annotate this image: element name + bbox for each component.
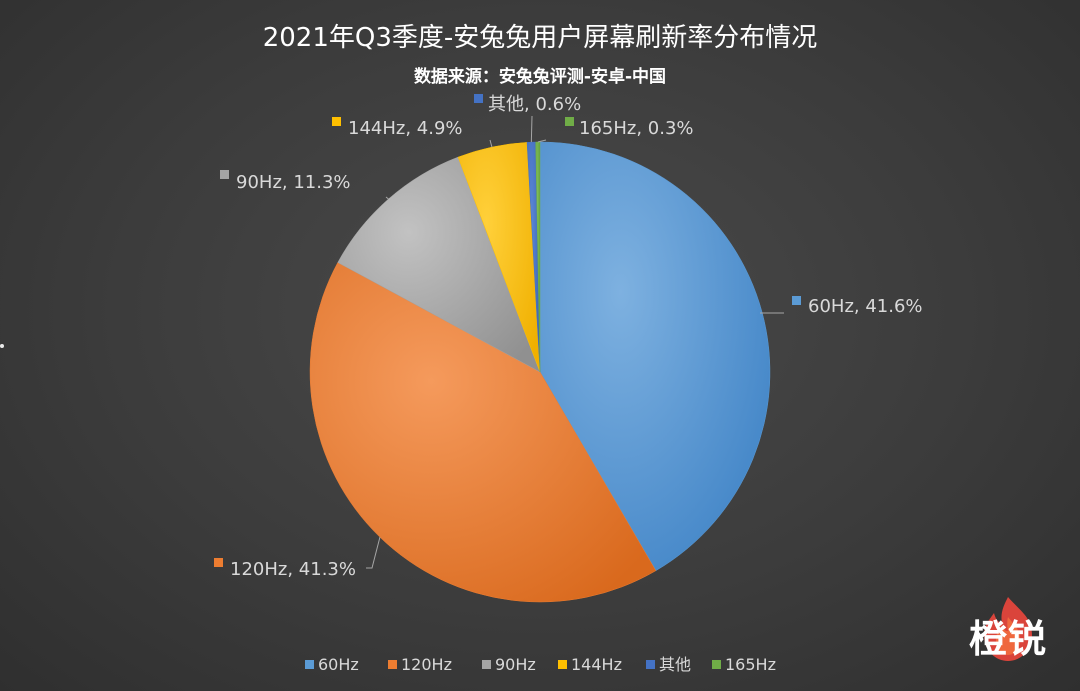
legend-label-60hz: 60Hz	[318, 655, 359, 674]
legend: 60Hz 120Hz 90Hz 144Hz 其他 165Hz	[305, 655, 776, 674]
legend-swatch-60hz	[305, 660, 314, 669]
legend-swatch-144hz	[558, 660, 567, 669]
pie-slice-90hz	[337, 156, 541, 373]
leader-line-120hz	[366, 537, 381, 569]
pie-slice-60hz	[539, 141, 771, 572]
label-marker-144hz	[332, 117, 341, 126]
legend-swatch-slice4	[646, 660, 655, 669]
chart-title: 2021年Q3季度-安兔兔用户屏幕刷新率分布情况	[263, 23, 818, 53]
legend-label-144hz: 144Hz	[571, 655, 622, 674]
data-label-slice4: 其他, 0.6%	[488, 94, 581, 115]
leader-line-slice4	[530, 115, 533, 143]
legend-label-165hz: 165Hz	[725, 655, 776, 674]
legend-label-slice4: 其他	[659, 655, 691, 674]
data-labels: 60Hz, 41.6% 120Hz, 41.3% 90Hz, 11.3% 144Hz,…	[214, 94, 923, 580]
label-marker-90hz	[220, 170, 229, 179]
chart-subtitle: 数据来源：安兔兔评测-安卓-中国	[414, 66, 666, 87]
pie-slice-120hz	[309, 262, 657, 603]
label-marker-slice4	[474, 94, 483, 103]
leader-line-144hz	[489, 139, 493, 148]
data-label-90hz: 90Hz, 11.3%	[236, 172, 351, 193]
legend-label-90hz: 90Hz	[495, 655, 536, 674]
data-label-120hz: 120Hz, 41.3%	[230, 559, 356, 580]
flame-icon	[984, 597, 1032, 661]
edge-dot	[0, 344, 4, 348]
data-label-144hz: 144Hz, 4.9%	[348, 118, 463, 139]
legend-swatch-165hz	[712, 660, 721, 669]
legend-swatch-90hz	[482, 660, 491, 669]
pie-slices	[309, 141, 771, 603]
leader-lines	[366, 115, 784, 569]
leader-line-90hz	[385, 196, 389, 200]
label-marker-120hz	[214, 558, 223, 567]
watermark-text: 橙锐	[968, 617, 1047, 661]
legend-label-120hz: 120Hz	[401, 655, 452, 674]
label-marker-60hz	[792, 296, 801, 305]
data-label-165hz: 165Hz, 0.3%	[579, 118, 694, 139]
label-marker-165hz	[565, 117, 574, 126]
watermark: 橙锐	[962, 595, 1054, 665]
leader-line-165hz	[537, 139, 547, 143]
legend-swatch-120hz	[388, 660, 397, 669]
data-label-60hz: 60Hz, 41.6%	[808, 296, 923, 317]
